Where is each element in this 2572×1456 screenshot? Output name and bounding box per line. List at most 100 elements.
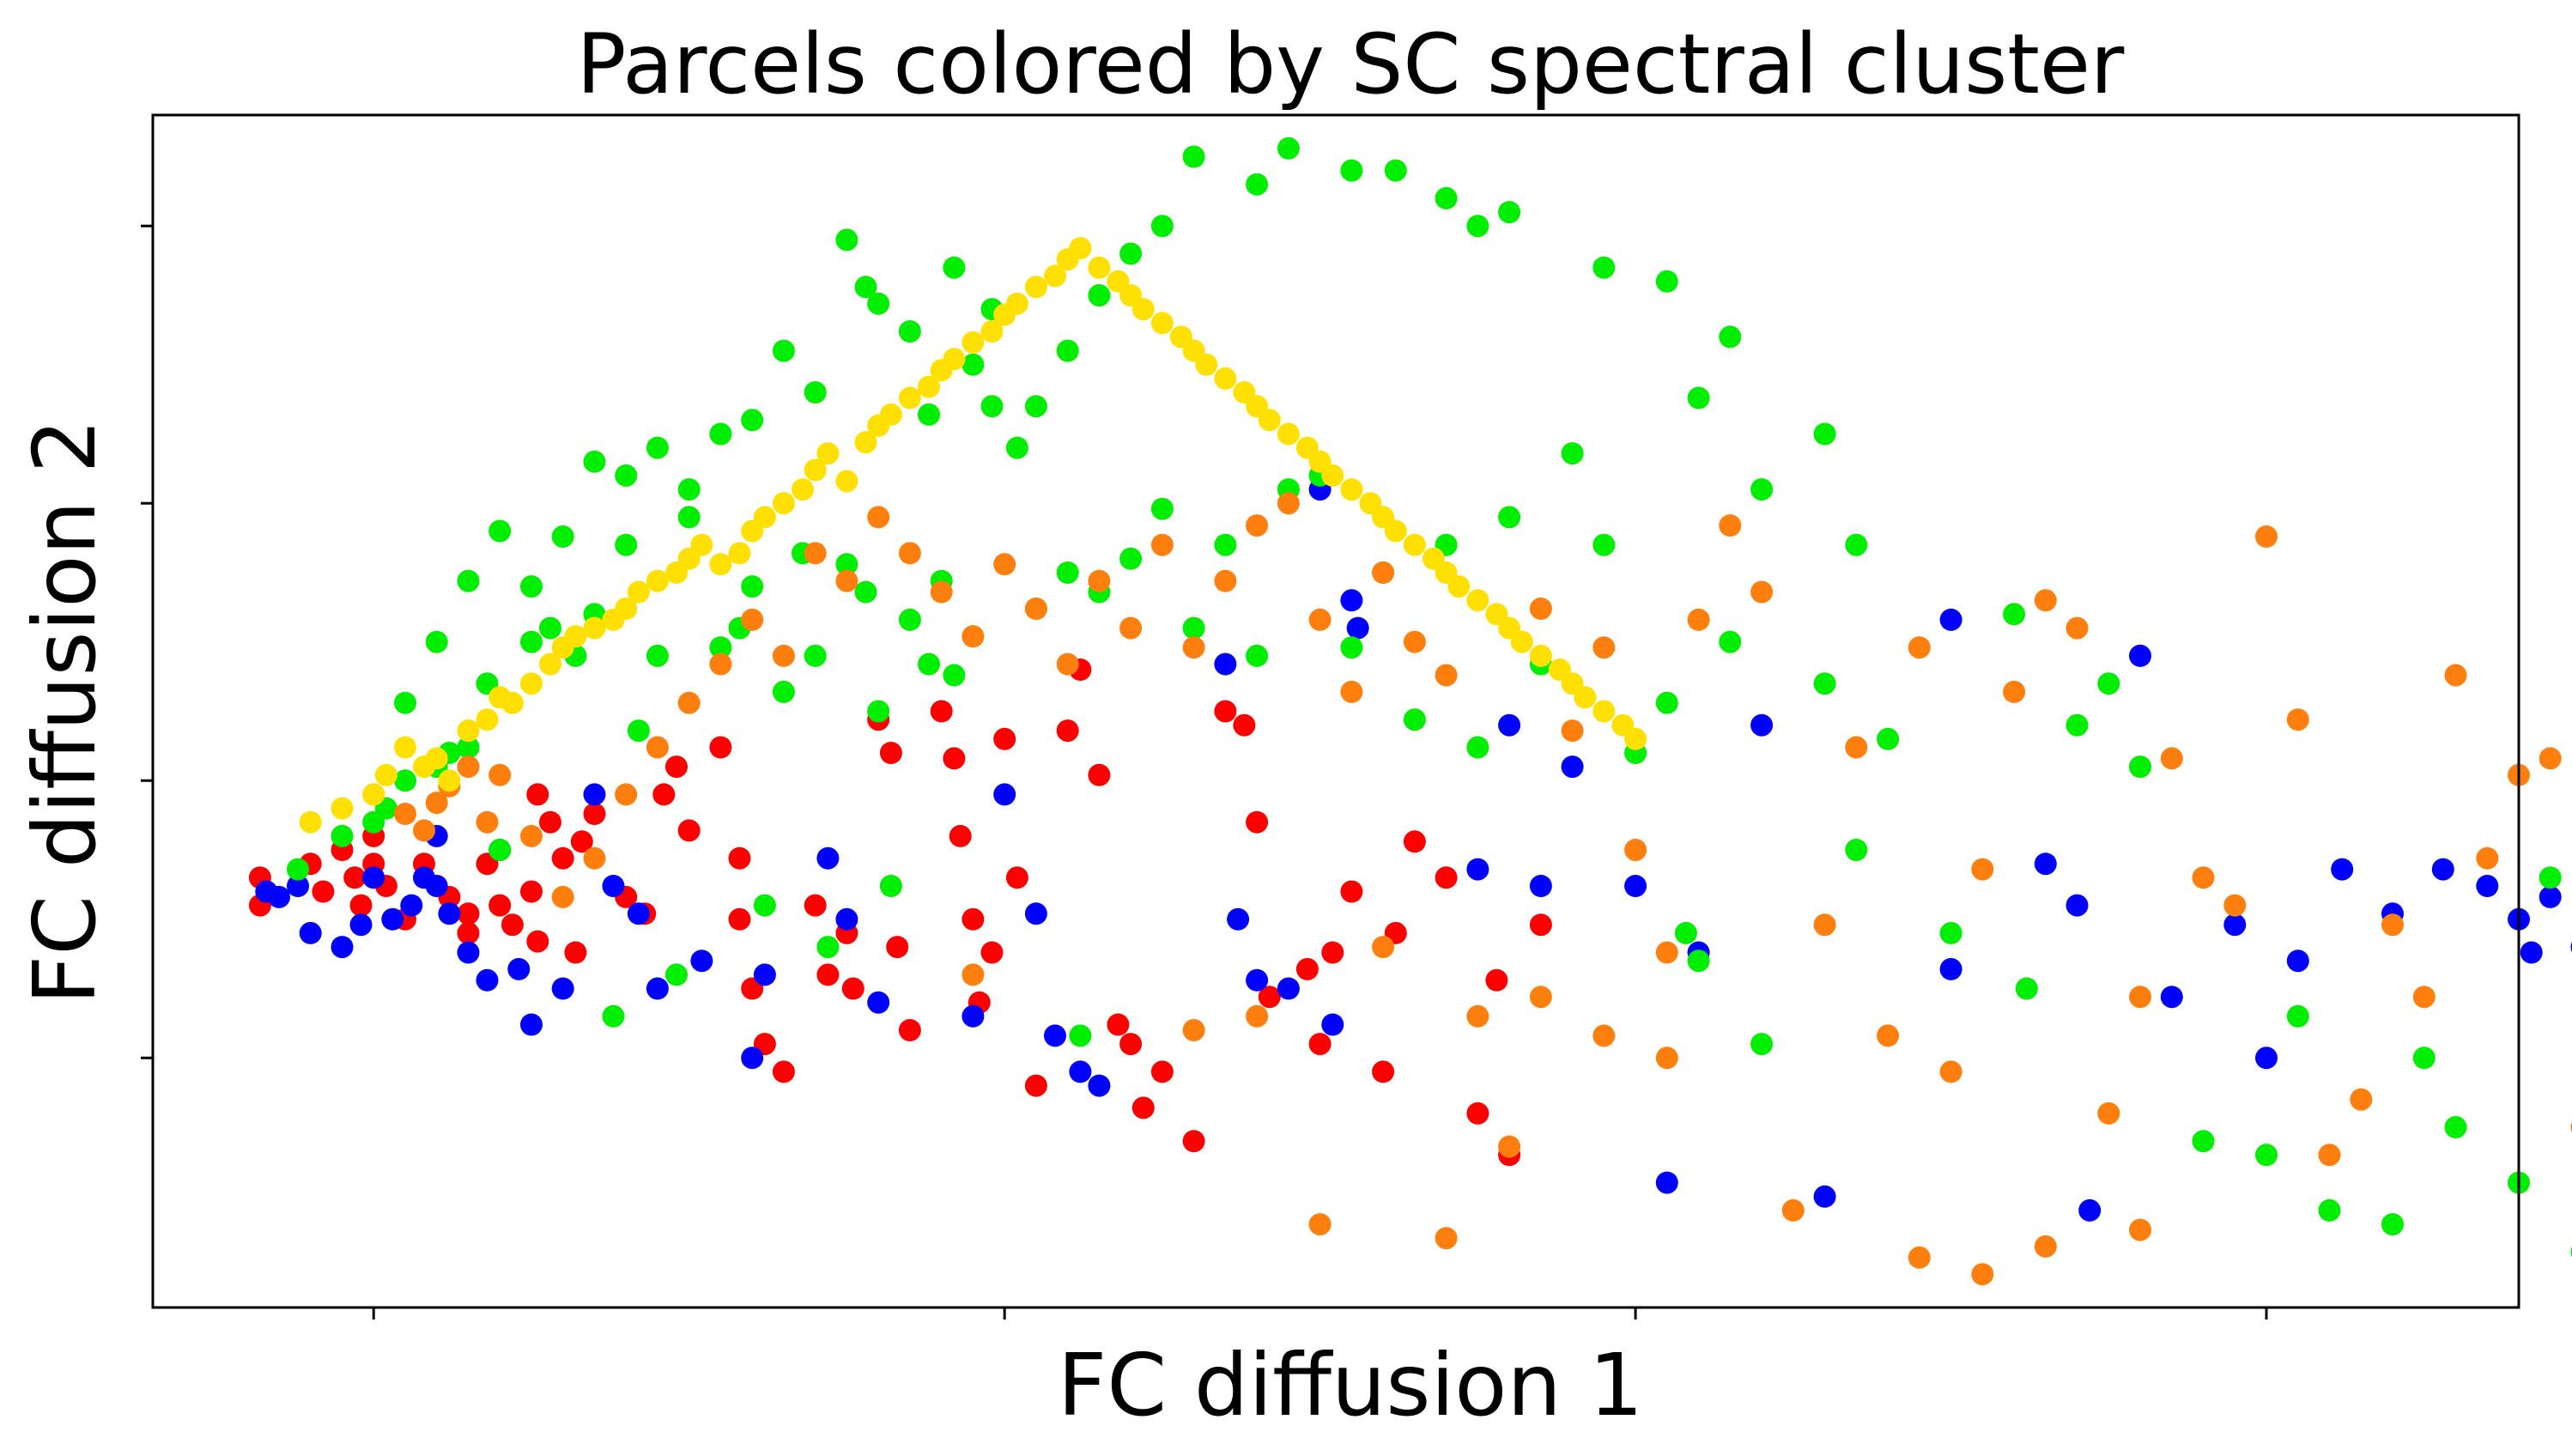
scatter-point-red bbox=[1340, 880, 1363, 903]
scatter-point-orange bbox=[583, 846, 606, 870]
scatter-point-green bbox=[741, 575, 764, 598]
scatter-point-red bbox=[343, 866, 367, 889]
scatter-point-green bbox=[1119, 242, 1143, 265]
scatter-point-red bbox=[457, 921, 480, 944]
scatter-point-yellow bbox=[1510, 630, 1533, 653]
scatter-point-green bbox=[867, 700, 890, 723]
scatter-point-orange bbox=[1529, 598, 1552, 620]
scatter-point-blue bbox=[1939, 608, 1962, 631]
scatter-point-green bbox=[1592, 256, 1616, 279]
scatter-point-orange bbox=[2129, 1218, 2151, 1241]
scatter-point-red bbox=[500, 913, 524, 937]
scatter-point-red bbox=[728, 907, 751, 931]
scatter-point-blue bbox=[867, 991, 890, 1014]
scatter-point-orange bbox=[2160, 747, 2183, 770]
scatter-point-green bbox=[1877, 727, 1900, 750]
scatter-point-yellow bbox=[564, 625, 587, 648]
scatter-point-blue bbox=[1750, 713, 1774, 737]
scatter-point-orange bbox=[709, 652, 732, 676]
scatter-point-green bbox=[646, 644, 669, 667]
scatter-point-green bbox=[1069, 1024, 1092, 1047]
scatter-point-orange bbox=[1845, 736, 1868, 759]
scatter-point-orange bbox=[1939, 1060, 1962, 1083]
scatter-point-red bbox=[898, 1019, 921, 1041]
scatter-point-green bbox=[1813, 422, 1836, 446]
scatter-point-red bbox=[551, 846, 574, 870]
scatter-point-green bbox=[741, 409, 764, 432]
scatter-point-red bbox=[1088, 763, 1111, 786]
scatter-point-orange bbox=[1877, 1024, 1900, 1047]
scatter-point-yellow bbox=[961, 331, 985, 354]
scatter-point-orange bbox=[961, 625, 985, 648]
scatter-point-green bbox=[1719, 630, 1742, 653]
scatter-point-green bbox=[677, 506, 701, 529]
scatter-point-red bbox=[841, 977, 864, 1000]
scatter-point-red bbox=[1024, 1074, 1047, 1097]
scatter-point-green bbox=[2286, 1004, 2309, 1028]
scatter-point-yellow bbox=[804, 458, 827, 482]
scatter-point-red bbox=[1529, 913, 1552, 937]
scatter-point-yellow bbox=[520, 672, 543, 695]
scatter-point-green bbox=[1592, 533, 1616, 556]
scatter-point-green bbox=[1246, 173, 1269, 196]
scatter-point-blue bbox=[627, 902, 650, 925]
x-axis-ticks bbox=[372, 1307, 2268, 1320]
scatter-point-blue bbox=[299, 921, 322, 944]
scatter-point-orange bbox=[2097, 1101, 2120, 1125]
scatter-point-orange bbox=[1624, 839, 1647, 861]
scatter-point-green bbox=[804, 381, 827, 403]
scatter-point-green bbox=[2129, 755, 2151, 779]
scatter-point-blue bbox=[2065, 894, 2089, 917]
scatter-point-orange bbox=[1182, 1019, 1205, 1041]
scatter-point-blue bbox=[1024, 902, 1047, 925]
scatter-point-yellow bbox=[627, 580, 650, 604]
scatter-point-red bbox=[349, 894, 373, 917]
x-axis-label: FC diffusion 1 bbox=[1058, 1335, 1644, 1435]
scatter-point-orange bbox=[1561, 719, 1584, 743]
scatter-point-green bbox=[1466, 215, 1489, 238]
scatter-point-red bbox=[804, 894, 827, 917]
scatter-point-orange bbox=[2381, 913, 2404, 937]
scatter-point-yellow bbox=[816, 442, 840, 465]
scatter-point-green bbox=[1655, 270, 1678, 293]
scatter-point-yellow bbox=[918, 375, 940, 398]
scatter-point-orange bbox=[1340, 680, 1363, 703]
scatter-point-yellow bbox=[1150, 312, 1174, 335]
scatter-point-orange bbox=[1908, 636, 1931, 659]
scatter-point-orange bbox=[1498, 1135, 1521, 1158]
scatter-point-orange bbox=[646, 736, 669, 759]
scatter-point-green bbox=[520, 630, 543, 653]
scatter-point-green bbox=[665, 963, 688, 986]
scatter-point-orange bbox=[1529, 986, 1552, 1009]
scatter-point-orange bbox=[1372, 936, 1395, 959]
scatter-point-green bbox=[772, 339, 795, 362]
scatter-point-red bbox=[1403, 830, 1426, 853]
scatter-point-orange bbox=[457, 755, 480, 779]
scatter-point-orange bbox=[1592, 1024, 1616, 1047]
scatter-point-yellow bbox=[1592, 700, 1616, 723]
scatter-point-red bbox=[583, 803, 606, 825]
scatter-point-green bbox=[1845, 533, 1868, 556]
scatter-point-green bbox=[2412, 1046, 2436, 1070]
scatter-point-blue bbox=[400, 894, 423, 917]
scatter-point-yellow bbox=[583, 616, 606, 640]
scatter-point-yellow bbox=[1044, 264, 1066, 288]
scatter-point-green bbox=[898, 608, 921, 631]
scatter-point-green bbox=[551, 525, 574, 548]
scatter-point-blue bbox=[741, 1046, 764, 1070]
scatter-point-blue bbox=[1498, 713, 1521, 737]
plot-frame bbox=[151, 113, 2520, 1309]
scatter-point-orange bbox=[1971, 1263, 1994, 1286]
scatter-point-red bbox=[677, 819, 701, 842]
scatter-point-orange bbox=[961, 963, 985, 986]
scatter-point-orange bbox=[2286, 708, 2309, 731]
scatter-point-orange bbox=[2065, 616, 2089, 640]
scatter-point-green bbox=[2255, 1144, 2278, 1167]
scatter-point-green bbox=[1813, 672, 1836, 695]
scatter-point-yellow bbox=[1214, 367, 1237, 390]
scatter-point-green bbox=[879, 875, 902, 897]
scatter-point-red bbox=[570, 830, 593, 853]
scatter-point-green bbox=[1182, 616, 1205, 640]
scatter-point-green bbox=[854, 276, 877, 299]
scatter-point-orange bbox=[1655, 941, 1678, 964]
